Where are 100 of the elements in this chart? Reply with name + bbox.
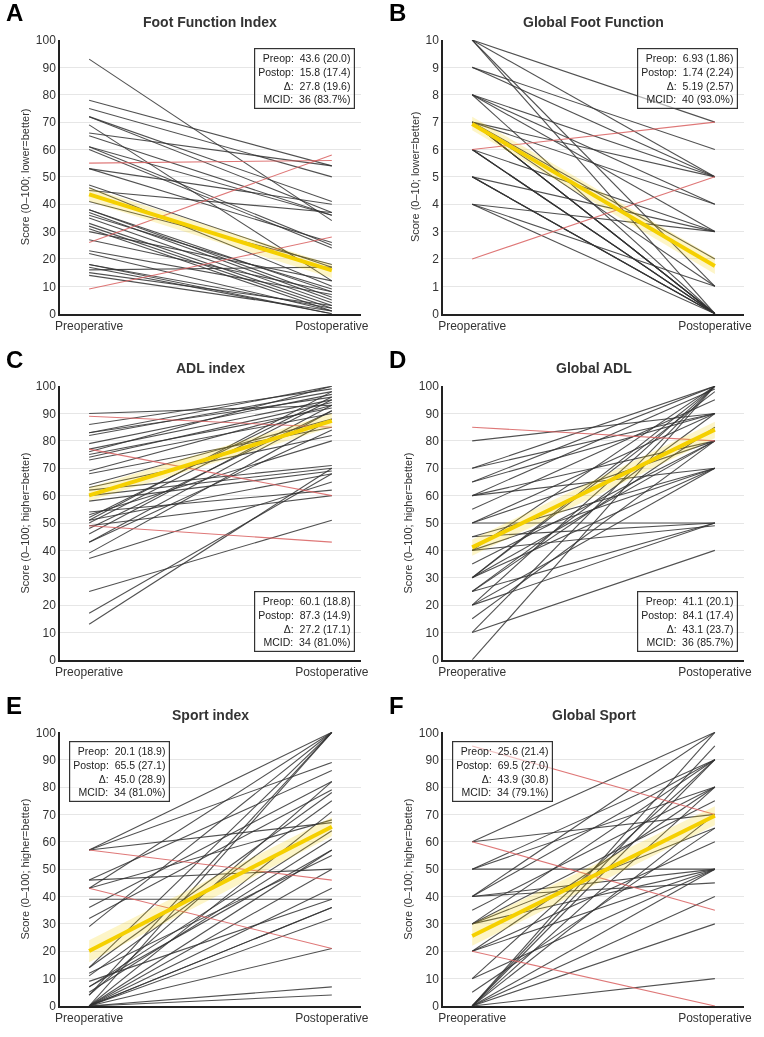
y-tick-label: 100 — [35, 33, 57, 48]
y-tick-label: 10 — [42, 625, 57, 640]
chart-title: Global Sport — [552, 707, 637, 723]
y-tick-label: 0 — [49, 999, 57, 1014]
annotation: Preop: 60.1 (18.8) — [262, 595, 351, 608]
x-tick-label: Postoperative — [295, 318, 369, 333]
y-tick-label: 100 — [35, 725, 57, 740]
y-tick-label: 100 — [418, 725, 440, 740]
y-tick-label: 4 — [432, 197, 440, 212]
y-tick-label: 90 — [42, 60, 57, 75]
x-tick-label: Postoperative — [678, 665, 752, 679]
x-tick-label: Preoperative — [55, 665, 124, 679]
text: D — [389, 346, 407, 373]
y-tick-label: 60 — [42, 488, 57, 503]
annotation: MCID: 40 (93.0%) — [646, 93, 734, 106]
y-tick-label: 50 — [42, 170, 57, 185]
y-axis-title: Score (0–100; lower=better) — [18, 108, 31, 246]
y-axis-title: Score (0–10; lower=better) — [408, 111, 421, 243]
x-tick-label: Postoperative — [295, 1011, 369, 1026]
y-tick-label: 5 — [432, 170, 440, 185]
chart-title: Sport index — [172, 707, 250, 723]
annotation: MCID: 36 (83.7%) — [263, 93, 351, 106]
y-tick-label: 60 — [425, 488, 440, 503]
y-tick-label: 40 — [42, 543, 57, 558]
chart-title: ADL index — [176, 360, 246, 376]
annotation: Preop: 25.6 (21.4) — [460, 745, 549, 758]
y-tick-label: 10 — [425, 625, 440, 640]
y-tick-label: 30 — [425, 570, 440, 585]
text: E — [6, 692, 23, 719]
annotation: Postop: 84.1 (17.4) — [641, 608, 734, 621]
x-tick-label: Preoperative — [55, 318, 124, 333]
y-tick-label: 20 — [42, 944, 57, 959]
y-tick-label: 20 — [425, 598, 440, 613]
y-tick-label: 0 — [49, 653, 57, 668]
x-tick-label: Preoperative — [438, 665, 507, 679]
text: B — [389, 0, 407, 26]
annotation: Preop: 20.1 (18.9) — [77, 745, 166, 758]
annotation: Preop: 43.6 (20.0) — [262, 52, 351, 65]
y-tick-label: 10 — [42, 971, 57, 986]
text: A — [6, 0, 24, 26]
y-tick-label: 60 — [42, 142, 57, 157]
y-tick-label: 30 — [42, 917, 57, 932]
annotation: Preop: 6.93 (1.86) — [645, 52, 734, 65]
y-axis-title: Score (0–100; higher=better) — [402, 798, 415, 940]
y-tick-label: 70 — [42, 807, 57, 822]
x-tick-label: Postoperative — [678, 318, 752, 333]
y-tick-label: 100 — [35, 379, 57, 394]
y-tick-label: 40 — [425, 543, 440, 558]
y-tick-label: 0 — [49, 306, 57, 321]
y-tick-label: 90 — [425, 406, 440, 421]
y-tick-label: 40 — [42, 197, 57, 212]
y-tick-label: 50 — [425, 516, 440, 531]
y-tick-label: 10 — [42, 279, 57, 294]
y-tick-label: 100 — [418, 379, 440, 394]
y-tick-label: 3 — [432, 224, 440, 239]
y-tick-label: 20 — [42, 252, 57, 267]
annotation: Preop: 41.1 (20.1) — [645, 595, 734, 608]
y-tick-label: 20 — [425, 944, 440, 959]
y-tick-label: 80 — [42, 780, 57, 795]
y-axis-title: Score (0–100; higher=better) — [18, 798, 31, 940]
y-axis-title: Score (0–100; higher=better) — [18, 452, 31, 594]
text: C — [6, 346, 24, 373]
y-tick-label: 60 — [42, 834, 57, 849]
y-tick-label: 2 — [432, 252, 440, 267]
y-tick-label: 6 — [432, 142, 440, 157]
y-tick-label: 60 — [425, 834, 440, 849]
annotation: Postop: 69.5 (27.0) — [456, 758, 549, 771]
chart-title: Foot Function Index — [143, 14, 277, 30]
y-tick-label: 80 — [42, 434, 57, 449]
annotation: Postop: 1.74 (2.24) — [641, 65, 734, 78]
y-tick-label: 1 — [432, 279, 440, 294]
y-tick-label: 50 — [42, 862, 57, 877]
x-tick-label: Postoperative — [678, 1011, 752, 1026]
y-tick-label: 30 — [42, 570, 57, 585]
y-tick-label: 90 — [42, 406, 57, 421]
annotation: Δ: 43.1 (23.7) — [666, 622, 734, 635]
y-tick-label: 80 — [425, 434, 440, 449]
annotation: MCID: 34 (81.0%) — [78, 786, 166, 799]
y-tick-label: 90 — [425, 752, 440, 767]
y-tick-label: 0 — [432, 999, 440, 1014]
x-tick-label: Preoperative — [438, 318, 507, 333]
y-tick-label: 40 — [42, 889, 57, 904]
x-tick-label: Preoperative — [438, 1011, 507, 1026]
y-tick-label: 50 — [425, 862, 440, 877]
y-tick-label: 30 — [425, 917, 440, 932]
y-tick-label: 7 — [432, 115, 440, 130]
y-tick-label: 70 — [42, 115, 57, 130]
annotation: Δ: 5.19 (2.57) — [666, 79, 734, 92]
y-tick-label: 0 — [432, 306, 440, 321]
y-tick-label: 70 — [425, 807, 440, 822]
annotation: Postop: 65.5 (27.1) — [73, 758, 166, 771]
x-tick-label: Postoperative — [295, 665, 369, 679]
y-tick-label: 0 — [432, 653, 440, 668]
annotation: Δ: 27.2 (17.1) — [283, 622, 351, 635]
y-tick-label: 40 — [425, 889, 440, 904]
y-tick-label: 70 — [425, 461, 440, 476]
annotation: Postop: 15.8 (17.4) — [258, 65, 351, 78]
annotation: Δ: 27.8 (19.6) — [283, 79, 351, 92]
annotation: MCID: 36 (85.7%) — [646, 636, 734, 649]
y-tick-label: 9 — [432, 60, 440, 75]
